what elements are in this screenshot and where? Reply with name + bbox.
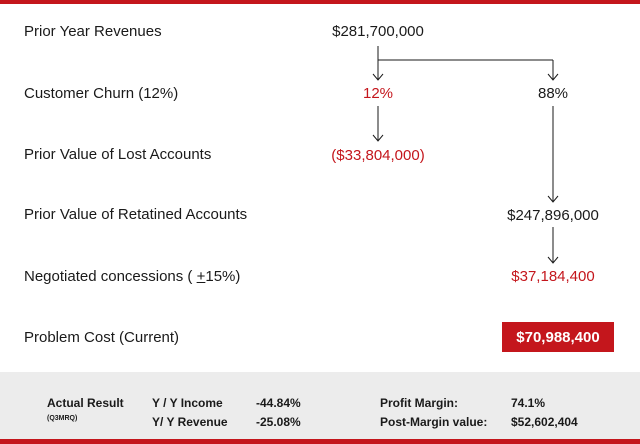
arrowhead-lost: [372, 134, 384, 142]
retained-accounts-label: Prior Value of Retatined Accounts: [24, 206, 248, 223]
profit-margin-label: Profit Margin:: [380, 396, 458, 410]
arrowhead-retained-pct: [547, 73, 559, 81]
yy-revenue-label: Y/ Y Revenue: [152, 415, 228, 429]
plus-minus-sign: +: [196, 268, 206, 285]
customer-churn-label: Customer Churn (12%): [24, 85, 179, 102]
lost-accounts-label: Prior Value of Lost Accounts: [24, 146, 212, 163]
actual-result-period: (Q3MRQ): [47, 415, 78, 422]
summary-footer: Actual Result (Q3MRQ) Y / Y Income -44.8…: [0, 372, 640, 439]
yy-income-value: -44.84%: [256, 396, 301, 410]
retained-percent-value: 88%: [537, 85, 569, 102]
concessions-value: $37,184,400: [511, 268, 595, 285]
problem-cost-value-badge: $70,988,400: [502, 322, 614, 352]
concessions-label: Negotiated concessions ( +15%): [24, 268, 240, 285]
post-margin-label: Post-Margin value:: [380, 415, 488, 429]
problem-cost-label: Problem Cost (Current): [24, 329, 180, 346]
yy-income-label: Y / Y Income: [152, 396, 223, 410]
retained-accounts-value: $247,896,000: [507, 207, 599, 224]
churn-percent-value: 12%: [362, 85, 394, 102]
concessions-label-prefix: Negotiated concessions (: [24, 268, 197, 285]
arrowhead-retained: [547, 195, 559, 203]
lost-accounts-value: ($33,804,000): [331, 147, 425, 164]
prior-year-revenues-value: $281,700,000: [332, 23, 424, 40]
concessions-label-suffix: 15%): [205, 268, 241, 285]
arrowhead-concessions: [547, 256, 559, 264]
yy-revenue-value: -25.08%: [256, 415, 301, 429]
actual-result-label: Actual Result: [47, 396, 124, 410]
bottom-accent-bar: [0, 439, 640, 444]
profit-margin-value: 74.1%: [511, 396, 546, 410]
post-margin-value: $52,602,404: [511, 415, 578, 429]
arrowhead-churn: [372, 73, 384, 81]
prior-year-revenues-label: Prior Year Revenues: [24, 23, 162, 40]
top-accent-bar: [0, 0, 640, 4]
